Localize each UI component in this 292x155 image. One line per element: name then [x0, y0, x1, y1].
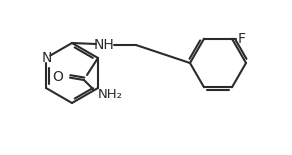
- Text: F: F: [238, 32, 246, 46]
- Text: O: O: [52, 70, 63, 84]
- Text: NH: NH: [94, 38, 114, 52]
- Text: NH₂: NH₂: [98, 88, 123, 100]
- Text: N: N: [42, 51, 52, 65]
